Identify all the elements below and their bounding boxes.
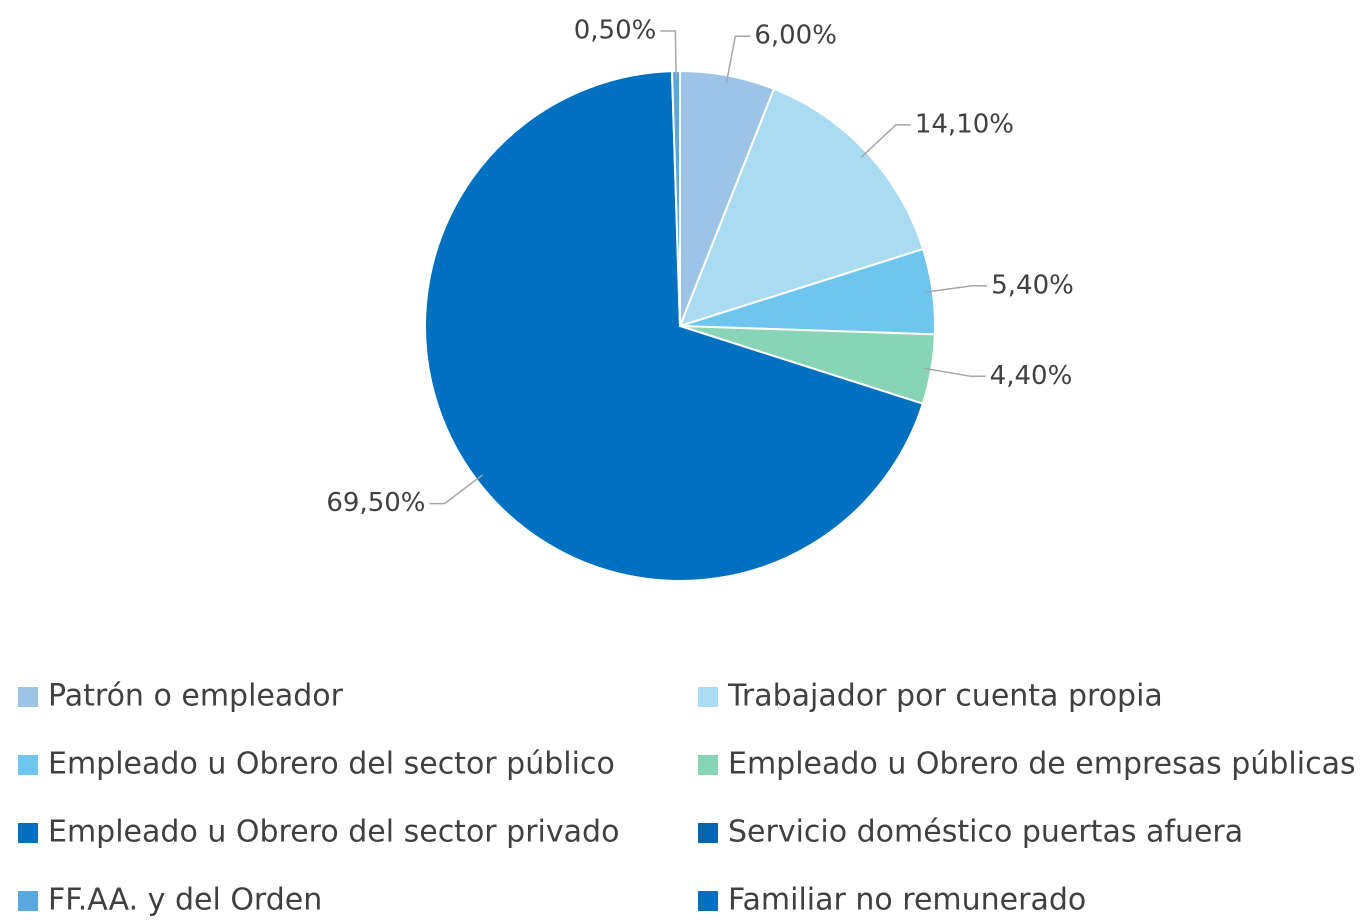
leader-line [429, 474, 483, 505]
legend-swatch [18, 687, 38, 707]
leader-line [660, 30, 677, 79]
legend-label: Servicio doméstico puertas afuera [728, 815, 1243, 850]
leader-line [923, 367, 986, 378]
legend-swatch [698, 755, 718, 775]
leader-line [924, 285, 988, 294]
legend-label: FF.AA. y del Orden [48, 883, 322, 918]
data-label: 6,00% [754, 21, 837, 51]
legend-swatch [18, 755, 38, 775]
data-label: 5,40% [991, 270, 1074, 300]
data-label: 69,50% [326, 488, 425, 518]
leader-line [725, 35, 751, 84]
legend-label: Empleado u Obrero del sector privado [48, 815, 619, 850]
data-label: 0,50% [574, 16, 657, 46]
legend-swatch [18, 891, 38, 911]
legend-swatch [698, 687, 718, 707]
legend-label: Empleado u Obrero de empresas públicas [728, 747, 1356, 782]
data-label: 4,40% [990, 361, 1073, 391]
legend-swatch [698, 891, 718, 911]
legend-swatch [698, 823, 718, 843]
legend-label: Empleado u Obrero del sector público [48, 747, 615, 782]
data-label: 14,10% [915, 109, 1014, 139]
leader-line [860, 124, 911, 158]
legend-swatch [18, 823, 38, 843]
legend-label: Patrón o empleador [48, 679, 344, 714]
legend-label: Familiar no remunerado [728, 883, 1086, 918]
legend-label: Trabajador por cuenta propia [727, 679, 1163, 714]
